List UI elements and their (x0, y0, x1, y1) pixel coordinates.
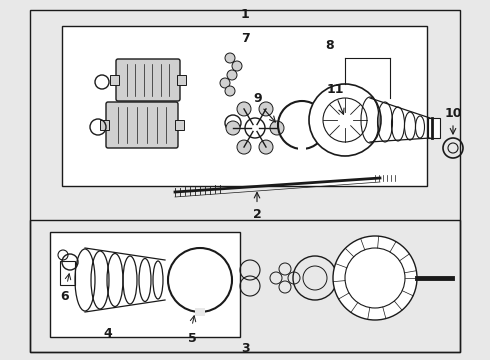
Bar (195, 308, 205, 316)
Text: 4: 4 (103, 327, 112, 340)
Bar (50, 232, 240, 337)
Bar (298, 145, 306, 153)
Circle shape (259, 140, 273, 154)
Circle shape (225, 53, 235, 63)
Bar (175, 120, 184, 130)
Text: 6: 6 (61, 290, 69, 303)
Bar (177, 75, 186, 85)
FancyBboxPatch shape (106, 102, 178, 148)
Circle shape (259, 102, 273, 116)
Bar (30, 10, 460, 352)
Text: 2: 2 (253, 208, 261, 221)
Text: 10: 10 (444, 107, 462, 120)
Circle shape (270, 121, 284, 135)
Bar (428, 118, 440, 138)
Bar (62, 26, 427, 186)
Bar (60, 261, 75, 285)
Text: 8: 8 (326, 39, 334, 52)
Text: 1: 1 (241, 8, 249, 21)
Bar (100, 120, 109, 130)
Text: 3: 3 (241, 342, 249, 355)
Text: 9: 9 (254, 92, 262, 105)
Circle shape (245, 118, 265, 138)
Circle shape (237, 102, 251, 116)
Circle shape (309, 84, 381, 156)
Circle shape (333, 236, 417, 320)
Circle shape (226, 121, 240, 135)
Bar (30, 220, 460, 352)
Text: 5: 5 (188, 332, 196, 345)
Circle shape (225, 86, 235, 96)
Text: 11: 11 (326, 83, 344, 96)
FancyBboxPatch shape (116, 59, 180, 101)
Circle shape (220, 78, 230, 88)
Circle shape (227, 70, 237, 80)
Text: 7: 7 (241, 32, 249, 45)
Circle shape (237, 140, 251, 154)
Circle shape (232, 61, 242, 71)
Bar (110, 75, 119, 85)
